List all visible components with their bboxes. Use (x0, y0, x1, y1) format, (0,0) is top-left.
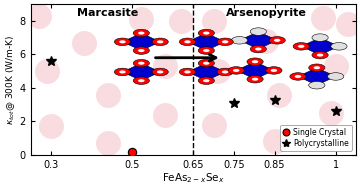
Circle shape (274, 39, 280, 42)
Circle shape (312, 51, 328, 59)
Circle shape (331, 43, 347, 50)
Circle shape (309, 64, 325, 71)
Circle shape (317, 53, 323, 57)
Circle shape (266, 67, 282, 74)
Polygon shape (122, 33, 160, 50)
Circle shape (222, 40, 229, 43)
Circle shape (133, 77, 149, 84)
Circle shape (203, 49, 210, 52)
Circle shape (157, 70, 163, 74)
Circle shape (198, 60, 215, 67)
Circle shape (247, 58, 263, 65)
Polygon shape (188, 63, 225, 81)
X-axis label: FeAs$_{2-x}$Se$_x$: FeAs$_{2-x}$Se$_x$ (162, 171, 225, 185)
Circle shape (198, 47, 215, 54)
Circle shape (114, 68, 131, 76)
Circle shape (203, 79, 210, 82)
Circle shape (271, 69, 277, 72)
Circle shape (152, 38, 168, 46)
Circle shape (119, 40, 126, 43)
Polygon shape (301, 38, 339, 55)
Circle shape (179, 68, 195, 76)
Circle shape (247, 75, 263, 83)
Circle shape (203, 32, 210, 35)
Circle shape (198, 77, 215, 84)
Circle shape (269, 36, 285, 44)
Circle shape (119, 70, 126, 74)
Circle shape (133, 60, 149, 67)
Circle shape (314, 66, 320, 69)
Circle shape (184, 40, 191, 43)
Circle shape (133, 29, 149, 37)
Circle shape (290, 73, 306, 80)
Circle shape (138, 79, 145, 82)
Circle shape (198, 29, 215, 37)
Legend: Single Crystal, Polycrystalline: Single Crystal, Polycrystalline (280, 125, 352, 151)
Circle shape (138, 49, 145, 52)
Circle shape (312, 34, 328, 41)
Polygon shape (236, 62, 274, 79)
Circle shape (295, 75, 301, 78)
Circle shape (298, 45, 305, 48)
Circle shape (179, 38, 195, 46)
Circle shape (133, 47, 149, 54)
Polygon shape (239, 32, 277, 49)
Circle shape (252, 78, 258, 81)
Circle shape (233, 69, 239, 72)
Circle shape (217, 68, 233, 76)
Circle shape (114, 38, 131, 46)
Circle shape (152, 68, 168, 76)
Circle shape (217, 38, 233, 46)
Circle shape (138, 62, 145, 65)
Circle shape (203, 62, 210, 65)
Circle shape (328, 73, 344, 80)
Polygon shape (188, 33, 225, 50)
Circle shape (157, 40, 163, 43)
Circle shape (250, 28, 266, 35)
Circle shape (231, 36, 248, 44)
Polygon shape (122, 63, 160, 81)
Circle shape (252, 60, 258, 63)
Circle shape (255, 48, 262, 50)
Text: Marcasite: Marcasite (77, 8, 139, 18)
Circle shape (138, 32, 145, 35)
Circle shape (222, 70, 229, 74)
Polygon shape (298, 68, 336, 85)
Circle shape (293, 43, 309, 50)
Text: Arsenopyrite: Arsenopyrite (226, 8, 307, 18)
Y-axis label: $\kappa_{tot}$@ 300K (W/m-K): $\kappa_{tot}$@ 300K (W/m-K) (4, 34, 17, 125)
Circle shape (184, 70, 191, 74)
Circle shape (250, 45, 266, 53)
Circle shape (309, 81, 325, 89)
Circle shape (228, 67, 244, 74)
